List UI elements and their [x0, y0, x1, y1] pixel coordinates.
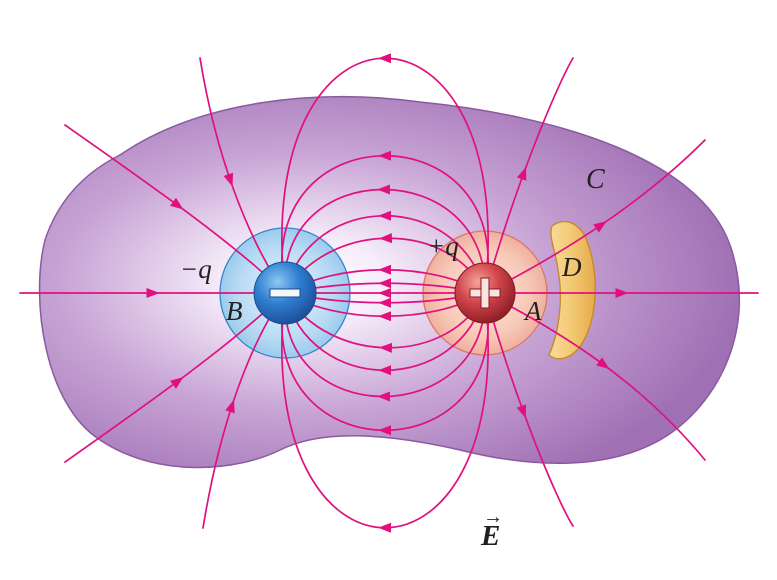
field-arrow: [170, 376, 184, 389]
field-arrow: [378, 522, 392, 533]
field-line: [484, 292, 706, 461]
field-arrow: [378, 210, 392, 221]
field-arrow: [376, 391, 390, 402]
field-arrow: [378, 342, 393, 353]
field-arrow: [170, 197, 184, 210]
label-field-vector-mark: →: [483, 506, 503, 528]
conductor-d: [548, 221, 596, 360]
field-arrow: [596, 357, 610, 370]
field-arrow: [378, 150, 392, 161]
field-arrow: [378, 53, 392, 64]
field-line: [484, 292, 574, 527]
field-arrow: [593, 221, 607, 233]
field-arrow: [377, 311, 392, 322]
label-conductor-d: D: [561, 252, 582, 282]
field-arrow: [516, 166, 527, 181]
field-arrow: [377, 278, 392, 289]
field-arrow: [377, 297, 392, 308]
minus-icon: [269, 288, 301, 298]
label-point-a: A: [523, 296, 542, 326]
field-arrow: [376, 184, 390, 195]
field-arrow: [146, 288, 160, 298]
field-arrow: [516, 404, 527, 419]
field-arrow: [378, 365, 392, 376]
label-neg-charge: −q: [180, 254, 212, 284]
field-arrow: [225, 399, 235, 414]
label-pos-charge: +q: [427, 231, 459, 261]
field-line: [484, 57, 574, 294]
field-arrow: [377, 264, 392, 275]
field-arrow: [378, 425, 392, 436]
field-arrow: [378, 233, 393, 244]
field-arrow: [615, 288, 629, 298]
plus-icon: [469, 277, 501, 309]
field-arrow: [223, 172, 234, 187]
field-arrow: [378, 288, 391, 298]
label-field-e: E: [480, 520, 500, 552]
label-point-b: B: [226, 296, 243, 326]
label-surface-c: C: [586, 164, 605, 195]
